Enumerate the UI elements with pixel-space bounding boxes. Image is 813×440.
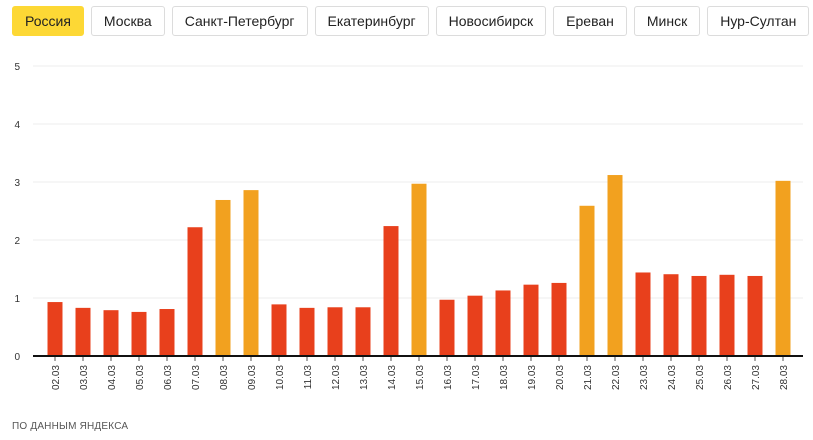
x-tick-label: 24.03	[667, 365, 678, 390]
bar	[775, 180, 791, 356]
x-tick-label: 22.03	[611, 365, 622, 390]
bar	[271, 304, 287, 356]
x-tick-label: 21.03	[583, 365, 594, 390]
x-tick-label: 15.03	[415, 365, 426, 390]
tab-4[interactable]: Новосибирск	[435, 6, 547, 36]
bar	[383, 226, 399, 356]
bar	[355, 307, 371, 356]
bar	[607, 175, 623, 356]
bar	[747, 275, 763, 356]
x-tick-label: 14.03	[387, 365, 398, 390]
x-tick-label: 19.03	[527, 365, 538, 390]
bar	[635, 272, 651, 356]
y-tick-label: 5	[14, 62, 20, 73]
bar	[75, 307, 91, 356]
x-tick-label: 13.03	[359, 365, 370, 390]
x-tick-label: 04.03	[107, 365, 118, 390]
bar	[187, 227, 203, 356]
x-tick-label: 05.03	[135, 365, 146, 390]
x-tick-label: 18.03	[499, 365, 510, 390]
x-tick-label: 28.03	[779, 365, 790, 390]
x-tick-label: 20.03	[555, 365, 566, 390]
x-tick-label: 11.03	[303, 365, 314, 390]
x-tick-label: 06.03	[163, 365, 174, 390]
bar	[299, 307, 315, 356]
x-tick-label: 07.03	[191, 365, 202, 390]
x-tick-label: 10.03	[275, 365, 286, 390]
bar	[215, 199, 231, 356]
bar	[495, 290, 511, 356]
tab-6[interactable]: Минск	[633, 6, 701, 36]
bar	[663, 274, 679, 356]
x-tick-label: 25.03	[695, 365, 706, 390]
bar	[523, 284, 539, 356]
x-tick-label: 09.03	[247, 365, 258, 390]
x-tick-label: 27.03	[751, 365, 762, 390]
x-tick-label: 08.03	[219, 365, 230, 390]
y-tick-label: 1	[14, 294, 20, 305]
bar	[131, 311, 147, 356]
bar	[327, 307, 343, 356]
x-tick-label: 03.03	[79, 365, 90, 390]
tab-3[interactable]: Екатеринбург	[314, 6, 429, 36]
x-tick-label: 12.03	[331, 365, 342, 390]
tab-0[interactable]: Россия	[12, 6, 84, 36]
bar	[47, 302, 63, 356]
bar	[103, 310, 119, 356]
y-tick-label: 2	[14, 236, 20, 247]
y-tick-label: 4	[14, 120, 20, 131]
x-tick-label: 02.03	[51, 365, 62, 390]
bar	[691, 275, 707, 356]
bar	[551, 282, 567, 356]
bar	[411, 183, 427, 356]
bar	[467, 295, 483, 356]
tab-7[interactable]: Нур-Султан	[707, 6, 810, 36]
bar	[439, 299, 455, 356]
source-note: ПО ДАННЫМ ЯНДЕКСА	[12, 421, 129, 432]
x-tick-label: 26.03	[723, 365, 734, 390]
bar	[243, 190, 259, 356]
tab-5[interactable]: Ереван	[553, 6, 627, 36]
x-tick-label: 17.03	[471, 365, 482, 390]
bar	[719, 274, 735, 356]
x-tick-label: 16.03	[443, 365, 454, 390]
bar	[579, 205, 595, 356]
y-tick-label: 0	[14, 352, 20, 363]
region-tabs: Россия Москва Санкт-Петербург Екатеринбург Н…	[12, 6, 810, 36]
bar	[159, 309, 175, 356]
bar-chart: 0 1 2 3 4 5 02.03 03.03 04.03 05.03 06.03 07.03 08.0…	[14, 62, 803, 390]
x-tick-label: 23.03	[639, 365, 650, 390]
tab-2[interactable]: Санкт-Петербург	[171, 6, 308, 36]
y-tick-label: 3	[14, 178, 20, 189]
tab-1[interactable]: Москва	[90, 6, 165, 36]
